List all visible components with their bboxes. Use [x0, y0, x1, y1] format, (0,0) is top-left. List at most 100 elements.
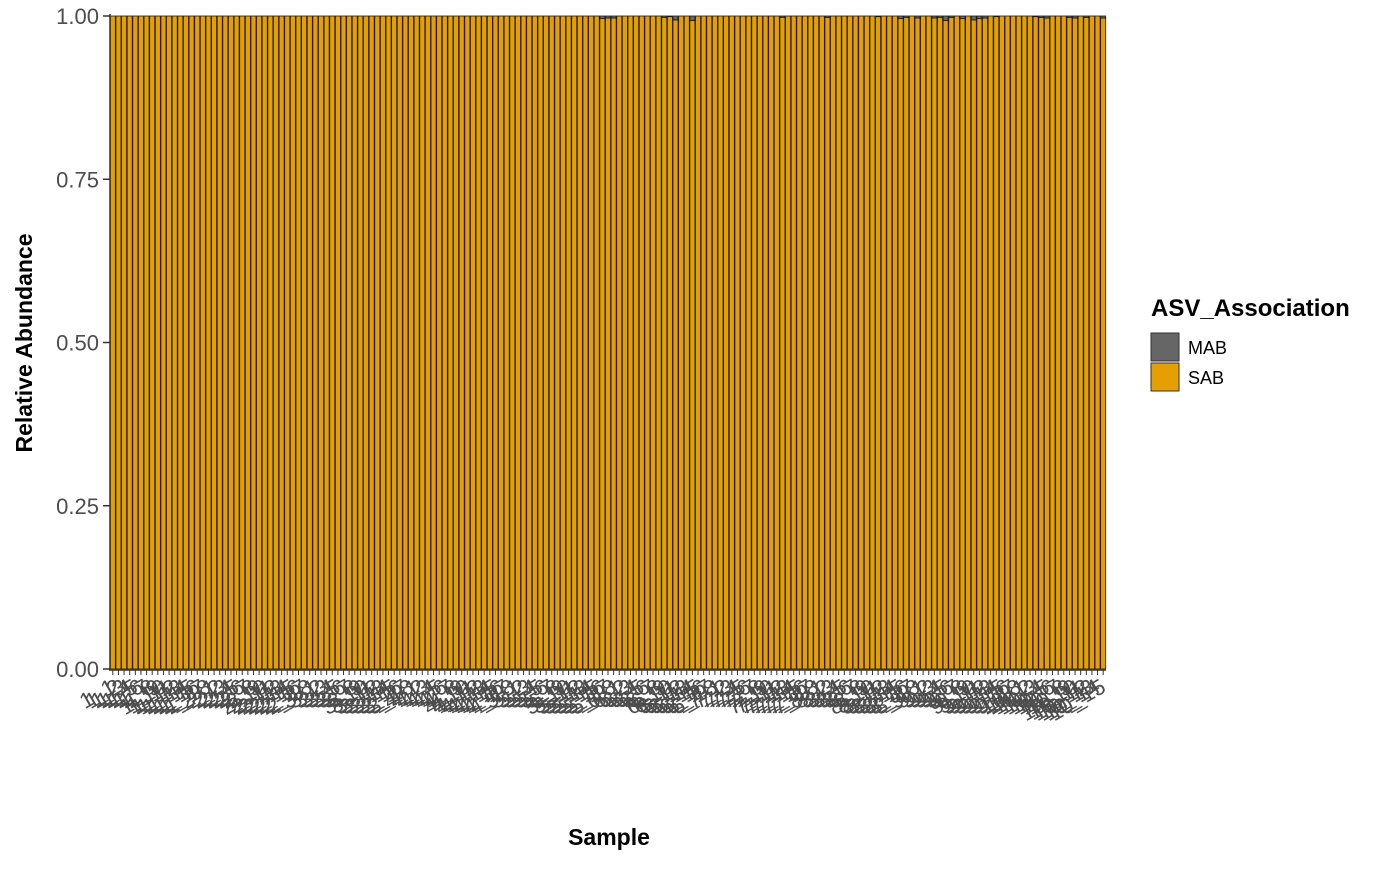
bar-sab-2_17: [301, 15, 308, 670]
bar-sab-8_16: [903, 16, 910, 670]
bar-sab-9_5: [942, 20, 949, 670]
bar-sab-2_6: [239, 15, 246, 670]
bar-sab-6_15: [695, 15, 701, 670]
bar-sab-10_15: [1100, 17, 1107, 670]
bar-sab-2_9: [256, 15, 263, 670]
bar-mab-10_15: [1100, 15, 1107, 19]
bar-sab-1_10: [160, 15, 167, 670]
bar-sab-10_13: [1089, 15, 1095, 670]
bar-sab-4_5: [436, 15, 443, 670]
bar-sab-7_11: [773, 15, 780, 670]
bar-sab-4_17: [503, 15, 510, 670]
legend-label-mab: MAB: [1188, 338, 1227, 358]
bar-sab-5_16: [599, 18, 606, 670]
bar-sab-2_10: [261, 15, 268, 670]
bar-sab-8_14: [892, 15, 898, 670]
bar-sab-2_7: [244, 15, 251, 670]
legend-label-sab: SAB: [1188, 368, 1224, 388]
bar-sab-1_18: [205, 15, 212, 670]
bar-mab-9_4: [937, 15, 943, 18]
bar-sab-7_13: [785, 15, 791, 670]
bar-sab-3_4: [329, 15, 336, 670]
bar-sab-1_3: [121, 15, 128, 670]
bar-sab-3_6: [340, 15, 347, 670]
bar-sab-9_3: [931, 17, 938, 670]
bar-mab-7_12: [779, 15, 786, 18]
bar-sab-8_2: [824, 16, 831, 670]
bar-sab-2_18: [306, 15, 313, 670]
bar-sab-9_17: [1010, 15, 1017, 670]
bar-sab-5_10: [565, 15, 572, 670]
bar-sab-7_12: [779, 16, 786, 670]
bar-mab-9_8: [959, 15, 966, 20]
bar-sab-5_5: [537, 15, 544, 670]
bar-mab-9_14: [993, 15, 1000, 18]
bar-sab-2_1: [211, 15, 218, 670]
bar-sab-8_17: [908, 15, 915, 670]
bar-sab-5_15: [593, 15, 600, 670]
bar-sab-6_4: [633, 15, 640, 670]
bar-sab-4_18: [509, 15, 516, 670]
bar-sab-1_15: [188, 15, 195, 670]
bar-sab-2_2: [216, 15, 223, 670]
bar-sab-8_3: [830, 15, 837, 670]
bar-sab-10_14: [1094, 15, 1101, 670]
bar-mab-10_3: [1032, 15, 1039, 18]
bar-sab-7_3: [728, 15, 735, 670]
bar-mab-10_12: [1083, 15, 1090, 18]
bar-sab-5_12: [576, 15, 583, 670]
bar-sab-1_17: [199, 15, 206, 670]
bar-sab-3_8: [351, 15, 358, 670]
bar-sab-8_8: [858, 15, 865, 670]
x-tick-labels-layer: 1_11_21_31_41_51_61_71_81_91_101_111_121…: [75, 674, 1110, 726]
bar-sab-1_14: [183, 15, 189, 670]
bar-mab-8_11: [875, 15, 882, 18]
bar-sab-10_2: [1027, 15, 1033, 670]
bar-sab-6_18: [711, 15, 718, 670]
bar-sab-3_2: [318, 15, 324, 670]
bar-sab-1_2: [115, 15, 122, 670]
bar-sab-9_14: [993, 16, 1000, 670]
bar-sab-4_13: [481, 15, 488, 670]
bar-sab-6_12: [678, 15, 685, 670]
bar-sab-3_10: [363, 15, 369, 670]
bar-sab-2_14: [284, 15, 291, 670]
bar-sab-2_13: [278, 15, 285, 670]
bar-sab-7_4: [734, 15, 741, 670]
bar-sab-7_8: [757, 15, 763, 670]
bar-sab-8_15: [897, 18, 904, 670]
bar-sab-10_12: [1083, 16, 1090, 670]
bar-sab-9_9: [965, 15, 972, 670]
legend: ASV_Association MAB SAB: [1150, 295, 1350, 392]
bar-sab-4_12: [475, 15, 482, 670]
bar-sab-3_11: [368, 15, 375, 670]
legend-swatch-sab: [1150, 362, 1180, 392]
bar-sab-6_10: [666, 16, 673, 670]
bar-sab-9_15: [998, 15, 1005, 670]
bar-sab-8_18: [914, 17, 921, 670]
bar-sab-4_9: [458, 15, 465, 670]
bar-sab-7_5: [740, 15, 746, 670]
bar-sab-8_13: [886, 15, 893, 670]
bar-sab-4_1: [413, 15, 420, 670]
bar-sab-5_1: [515, 15, 521, 670]
bar-sab-3_16: [396, 15, 403, 670]
legend-swatch-mab: [1150, 332, 1180, 362]
bar-mab-10_5: [1043, 15, 1050, 19]
bar-mab-10_9: [1066, 15, 1073, 18]
bar-sab-3_3: [323, 15, 330, 670]
bar-mab-5_18: [610, 15, 617, 19]
bar-sab-4_14: [486, 15, 493, 670]
bar-sab-1_5: [132, 15, 139, 670]
y-axis-title: Relative Abundance: [11, 234, 37, 453]
bar-sab-3_18: [408, 15, 414, 670]
bar-sab-8_4: [835, 15, 842, 670]
bar-mab-6_11: [672, 15, 679, 21]
bar-mab-9_10: [970, 15, 977, 21]
bar-mab-8_15: [897, 15, 904, 20]
bar-sab-5_7: [548, 15, 555, 670]
bar-sab-5_18: [610, 17, 617, 670]
bar-sab-4_10: [464, 15, 471, 670]
bar-sab-2_5: [233, 15, 240, 670]
